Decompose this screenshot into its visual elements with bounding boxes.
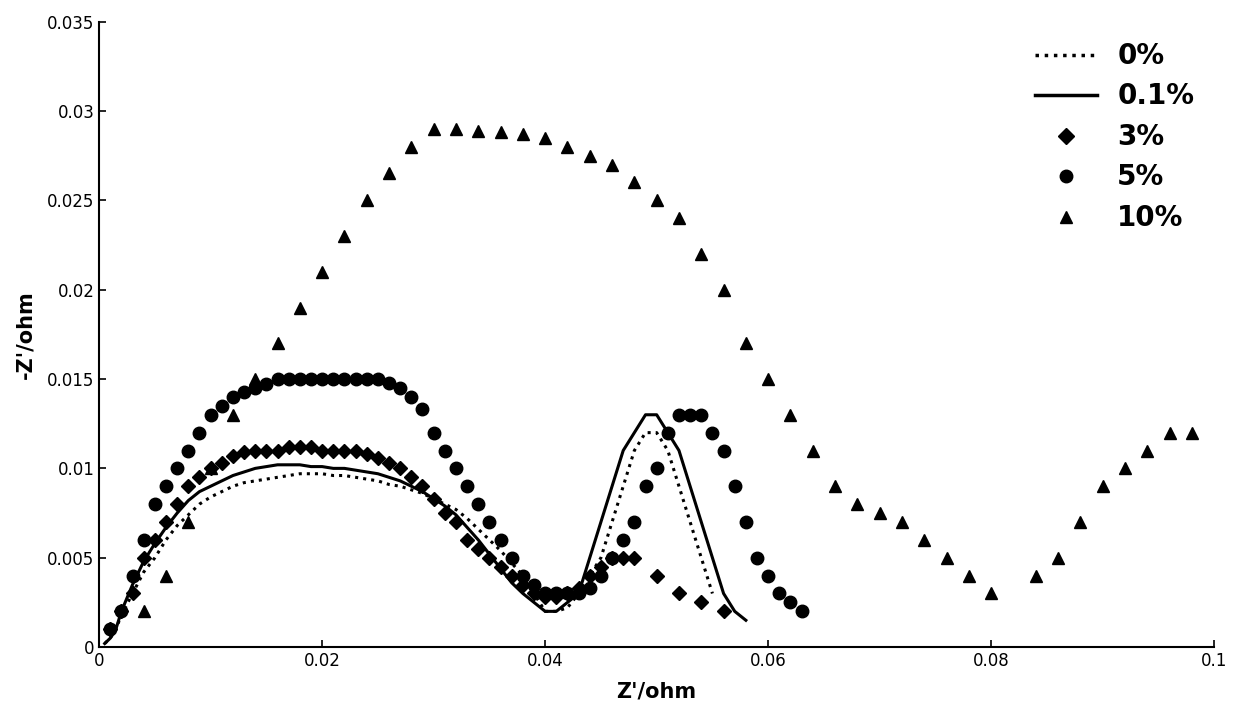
3% [460,536,475,544]
Line: 10%: 10% [138,122,1198,618]
0% [504,559,519,567]
10% [136,607,151,615]
10% [337,232,352,240]
10% [359,196,374,205]
10% [850,500,865,508]
10% [917,536,932,544]
0.1% [97,639,113,648]
Y-axis label: -Z'/ohm: -Z'/ohm [16,290,36,379]
0.1% [638,411,653,419]
3% [382,459,396,467]
10% [1028,572,1043,580]
5% [103,625,118,633]
5% [794,607,809,615]
0.1% [192,487,207,496]
Line: 0.1%: 0.1% [104,415,746,644]
10% [627,178,642,187]
Line: 0%: 0% [104,433,712,644]
3% [315,446,330,455]
10% [404,142,419,151]
10% [939,554,954,562]
0.1% [248,464,263,472]
10% [716,285,731,294]
10% [582,151,597,160]
10% [426,124,441,133]
5% [304,375,318,383]
0.1% [304,462,318,471]
0% [538,607,553,615]
10% [1184,429,1199,437]
10% [961,572,976,580]
3% [147,536,162,544]
10% [694,249,709,258]
10% [292,303,307,312]
3% [716,607,731,615]
10% [493,128,508,137]
0% [705,589,720,597]
3% [482,554,497,562]
10% [872,509,887,518]
10% [538,134,553,142]
10% [159,572,173,580]
10% [605,160,620,169]
10% [181,518,196,526]
10% [984,589,999,597]
5% [326,375,341,383]
5% [270,375,285,383]
10% [738,339,753,347]
5% [437,446,452,455]
10% [560,142,575,151]
10% [270,339,285,347]
10% [1073,518,1088,526]
10% [895,518,909,526]
10% [449,124,463,133]
0% [605,518,620,526]
5% [783,598,798,607]
5% [460,482,475,490]
10% [649,196,664,205]
10% [1118,464,1132,472]
0% [683,518,698,526]
0% [237,478,252,487]
10% [225,411,240,419]
10% [761,375,776,383]
10% [1095,482,1110,490]
10% [471,127,486,135]
Line: 5%: 5% [104,372,808,636]
10% [203,464,218,472]
0% [97,639,113,648]
0.1% [292,460,307,469]
10% [805,446,820,455]
5% [593,572,608,580]
10% [828,482,843,490]
10% [672,214,686,222]
0.1% [493,564,508,573]
10% [1140,446,1155,455]
10% [783,411,798,419]
10% [1051,554,1066,562]
10% [248,375,263,383]
3% [281,443,296,452]
0% [638,429,653,437]
0.1% [270,460,285,469]
X-axis label: Z'/ohm: Z'/ohm [617,681,696,701]
Line: 3%: 3% [105,442,729,634]
3% [103,625,118,633]
10% [515,130,530,139]
10% [315,267,330,276]
0.1% [738,616,753,625]
3% [649,572,664,580]
10% [382,169,396,178]
Legend: 0%, 0.1%, 3%, 5%, 10%: 0%, 0.1%, 3%, 5%, 10% [1027,34,1202,239]
10% [1162,429,1177,437]
0% [225,482,240,490]
